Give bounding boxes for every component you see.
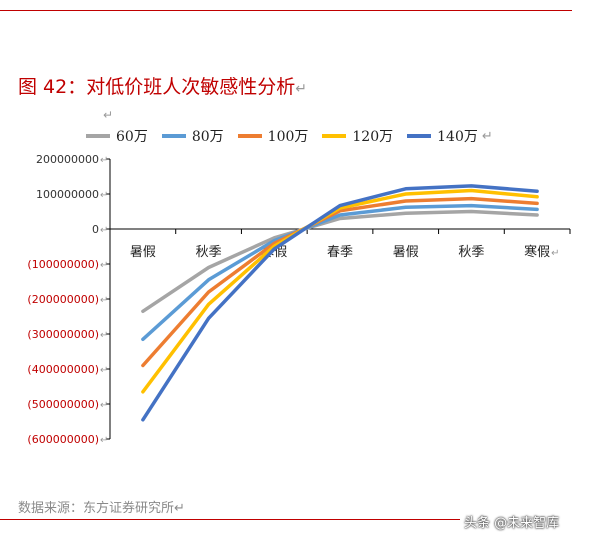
x-tick-label: 秋季 [196,245,222,260]
legend-item: 100万 [237,126,309,146]
legend-swatch [237,134,262,138]
stray-return-mark: ↵ [103,108,114,122]
chart-legend: 60万 80万 100万 120万 140万 ↵ [86,126,493,146]
top-rule [0,10,572,11]
y-tick-label: (100000000) [27,258,99,271]
y-tick-return-mark: ↵ [100,365,108,376]
y-tick-return-mark: ↵ [100,190,108,201]
y-tick-return-mark: ↵ [100,435,108,446]
source-note: 数据来源：东方证券研究所↵ [18,501,185,516]
x-tick-label: 寒假 [524,244,550,260]
x-tick-label: 暑假 [393,245,419,260]
figure-title: 图 42：对低价班人次敏感性分析 [18,76,296,98]
series-line-80万 [141,203,539,342]
y-tick-return-mark: ↵ [100,330,108,341]
legend-label: 80万 [191,129,224,145]
legend-swatch [322,134,347,138]
legend-item: 120万 [322,126,393,146]
legend-swatch [407,134,432,138]
y-tick-return-mark: ↵ [100,225,108,236]
series-line-60万 [141,209,539,314]
y-tick-return-mark: ↵ [100,400,108,411]
legend-item: 80万 [161,126,224,146]
y-tick-return-mark: ↵ [100,155,108,166]
x-tick-label: 暑假 [130,245,156,260]
y-tick-return-mark: ↵ [100,260,108,271]
y-tick-label: 100000000 [36,188,99,201]
watermark: 头条 @未来智库 [464,516,560,531]
y-tick-label: (300000000) [27,328,99,341]
y-tick-label: (200000000) [27,293,99,306]
legend-label: 140万 [437,129,478,145]
y-tick-label: 0 [92,223,99,236]
series-line-100万 [141,196,539,368]
x-tick-label: 秋季 [458,245,484,260]
legend-label: 60万 [116,129,148,145]
y-tick-label: (600000000) [27,433,99,446]
legend-return-mark: ↵ [481,128,493,144]
bottom-rule [0,519,460,520]
legend-swatch [86,134,110,138]
series-line-120万 [141,188,539,394]
legend-label: 100万 [267,129,309,145]
x-tick-label: 春季 [327,245,353,260]
y-tick-label: 200000000 [36,153,99,166]
legend-swatch [161,134,186,138]
legend-label: 120万 [352,129,394,145]
y-tick-return-mark: ↵ [100,295,108,306]
title-return-mark: ↵ [295,81,307,97]
legend-item: 140万 [407,126,478,146]
x-label-return-mark: ↵ [551,248,559,259]
figure-title-row: 图 42：对低价班人次敏感性分析↵ [18,72,307,99]
legend-item: 60万 [86,126,148,146]
series-line-140万 [141,184,539,422]
y-tick-label: (400000000) [27,363,99,376]
y-tick-label: (500000000) [27,398,99,411]
